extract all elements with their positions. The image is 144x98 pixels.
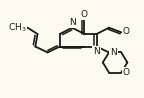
Text: O: O bbox=[123, 68, 130, 77]
Text: CH$_3$: CH$_3$ bbox=[8, 21, 27, 34]
Text: N: N bbox=[110, 48, 117, 57]
Text: O: O bbox=[81, 10, 88, 19]
Text: N: N bbox=[69, 18, 75, 27]
Text: N: N bbox=[93, 47, 100, 56]
Text: O: O bbox=[123, 27, 130, 36]
